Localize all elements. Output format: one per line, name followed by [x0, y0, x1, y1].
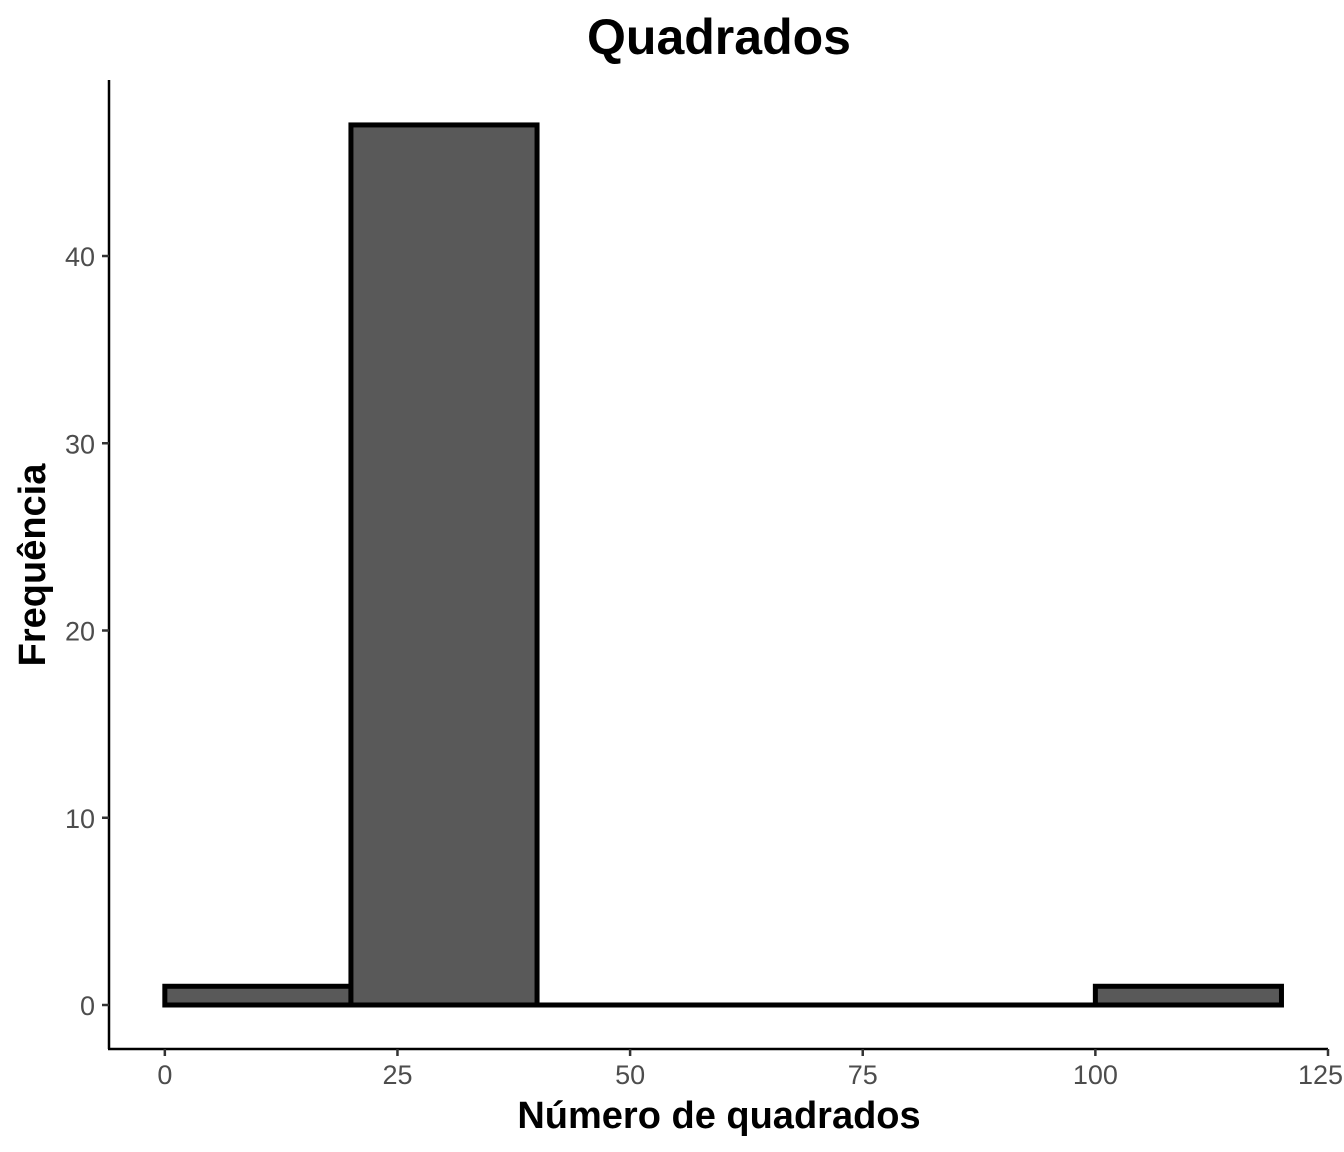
x-tick-label: 0	[157, 1060, 172, 1090]
y-tick-label: 40	[65, 242, 95, 272]
x-axis-title: Número de quadrados	[517, 1095, 920, 1137]
x-tick-label: 75	[848, 1060, 878, 1090]
y-axis-ticks: 0 10 20 30 40	[65, 242, 109, 1021]
chart-title: Quadrados	[587, 9, 851, 65]
y-tick-label: 20	[65, 617, 95, 647]
x-tick-label: 50	[615, 1060, 645, 1090]
histogram-bar-0	[162, 983, 354, 1008]
y-tick-label: 10	[65, 804, 95, 834]
x-tick-label: 125	[1298, 1060, 1343, 1090]
histogram-bar-5	[1092, 983, 1284, 1008]
x-axis-ticks: 0 25 50 75 100 125	[157, 1049, 1343, 1090]
y-axis-title: Frequência	[12, 463, 54, 667]
y-tick-label: 30	[65, 429, 95, 459]
bars-group	[162, 122, 1284, 1008]
x-tick-label: 25	[382, 1060, 412, 1090]
histogram-bar-1	[348, 122, 540, 1008]
y-tick-label: 0	[80, 991, 95, 1021]
x-tick-label: 100	[1073, 1060, 1118, 1090]
